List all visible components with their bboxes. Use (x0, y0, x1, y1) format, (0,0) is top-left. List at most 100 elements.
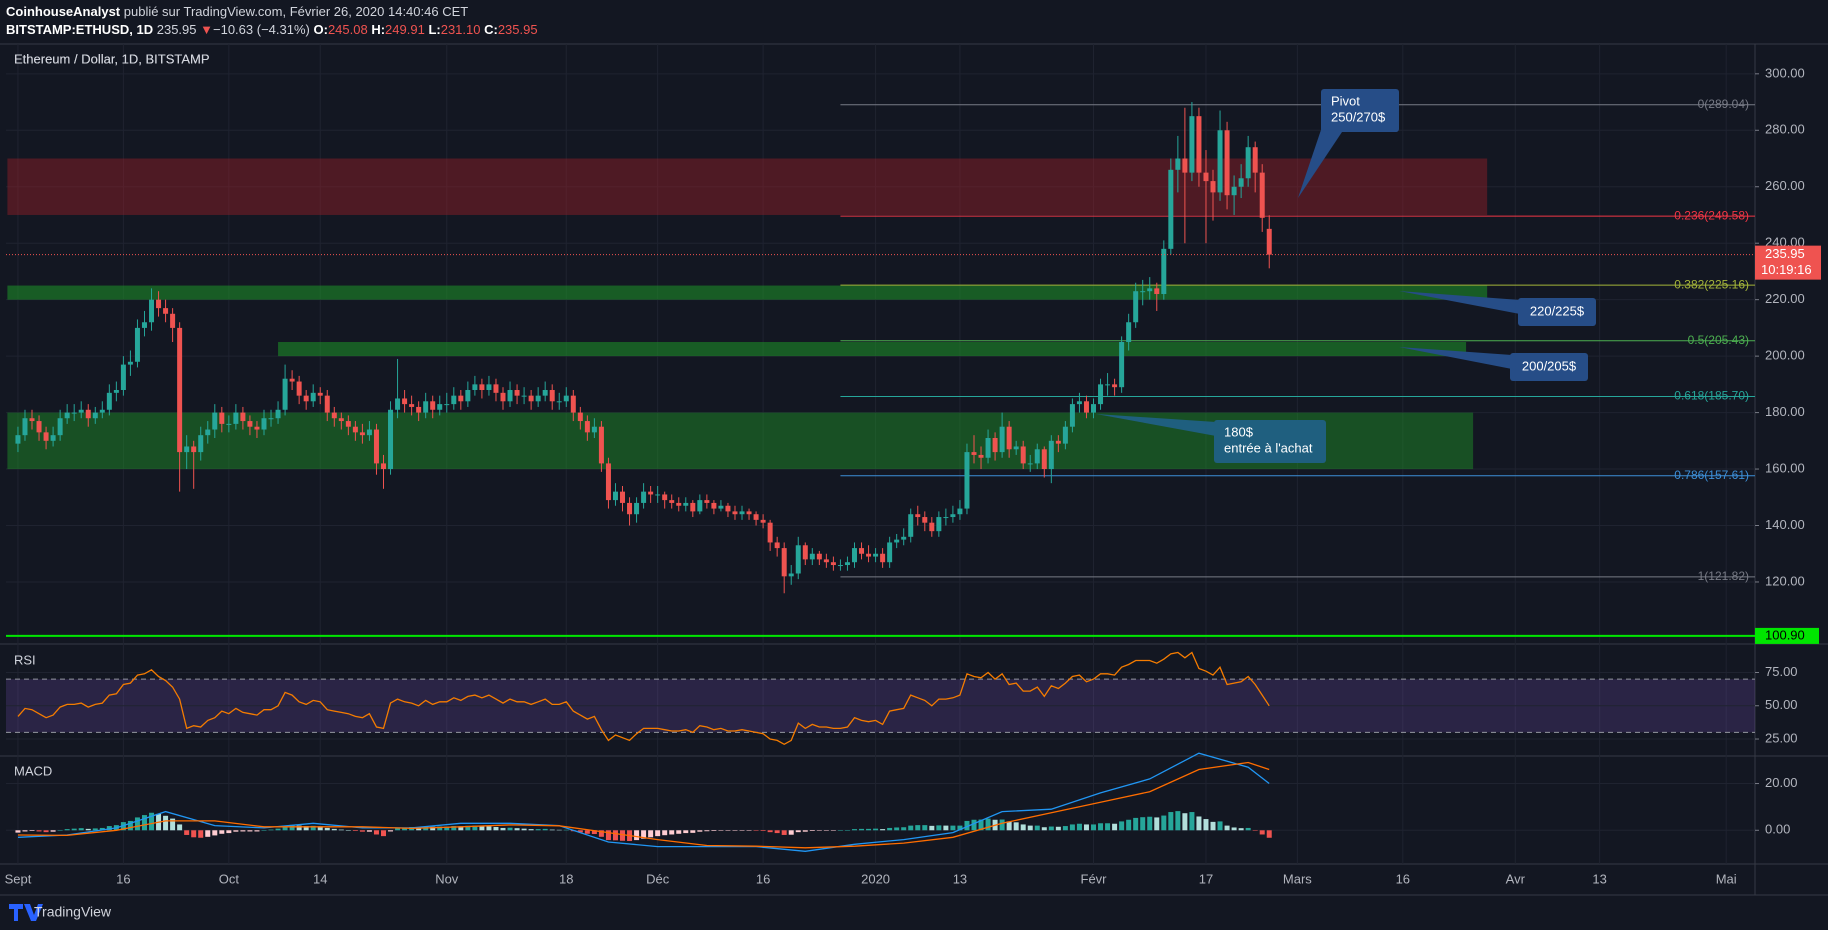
candle-body (936, 517, 942, 532)
candle-body (950, 514, 956, 518)
candle-body (837, 565, 843, 567)
histogram-bar (641, 830, 647, 839)
x-tick-label: 18 (559, 871, 573, 886)
histogram-bar (802, 830, 808, 832)
callout-text: Pivot (1331, 93, 1360, 108)
histogram-bar (240, 830, 246, 832)
candle-body (641, 491, 647, 503)
x-tick-label: 2020 (861, 871, 890, 886)
ohlc-value: 245.08 (327, 22, 368, 37)
histogram-bar (430, 826, 436, 831)
candle-body (177, 327, 183, 453)
candle-body (767, 522, 773, 543)
y-tick-label: 280.00 (1765, 122, 1805, 137)
histogram-bar (1055, 826, 1061, 831)
candle-body (1182, 158, 1188, 173)
candle-body (549, 390, 555, 402)
candle-body (261, 418, 267, 430)
histogram-bar (1041, 827, 1047, 831)
histogram-bar (324, 827, 330, 831)
histogram-bar (1013, 822, 1019, 831)
candle-body (528, 395, 534, 402)
candle-body (1112, 384, 1118, 388)
histogram-bar (22, 830, 28, 832)
candle-body (739, 511, 745, 515)
histogram-bar (908, 825, 914, 831)
histogram-bar (894, 827, 900, 831)
candle-body (859, 548, 865, 554)
histogram-bar (184, 830, 190, 835)
candle-body (141, 322, 147, 328)
histogram-bar (247, 830, 253, 832)
candle-body (1168, 169, 1174, 249)
candle-body (1252, 147, 1258, 173)
candle-body (303, 395, 309, 402)
plot-layer: Sept 16 Oct 14 Nov 18 Déc 16 2020 13 Févr 17 Mars 16 A… (5, 44, 1821, 886)
candle-body (929, 522, 935, 532)
candle-body (43, 432, 49, 441)
y-tick-label: 20.00 (1765, 775, 1798, 790)
y-tick-label: 220.00 (1765, 291, 1805, 306)
histogram-bar (1083, 824, 1089, 831)
histogram-bar (338, 829, 344, 831)
histogram-bar (823, 830, 829, 831)
candle-body (64, 412, 70, 419)
histogram-bar (141, 815, 147, 831)
candle-body (992, 437, 998, 453)
candle-body (71, 412, 77, 414)
candle-body (395, 398, 401, 410)
histogram-bar (127, 820, 133, 831)
histogram-bar (282, 825, 288, 831)
level-box (1755, 627, 1819, 644)
ohlc-key: O: (313, 22, 328, 37)
histogram-bar (1154, 817, 1160, 831)
histogram-bar (591, 830, 597, 835)
histogram-bar (1076, 823, 1082, 831)
histogram-bar (85, 828, 91, 831)
candle-body (1119, 342, 1125, 388)
y-tick-label: 260.00 (1765, 178, 1805, 193)
callout-text: 180$ (1224, 424, 1254, 439)
histogram-bar (999, 819, 1005, 831)
candle-body (486, 384, 492, 391)
candle-body (57, 418, 63, 436)
candle-body (556, 401, 562, 403)
histogram-bar (753, 830, 759, 831)
candle-body (971, 452, 977, 455)
histogram-bar (479, 826, 485, 831)
candle-body (697, 500, 703, 512)
candle-body (296, 381, 302, 396)
histogram-bar (584, 830, 590, 834)
candle-body (472, 384, 478, 391)
histogram-bar (106, 826, 112, 831)
candle-body (156, 299, 162, 309)
histogram-bar (1098, 823, 1104, 831)
candle-body (851, 548, 857, 563)
histogram-bar (380, 830, 386, 837)
histogram-bar (212, 830, 218, 836)
histogram-bar (1217, 821, 1223, 831)
candle-body (451, 395, 457, 405)
fib-label: 0.382(225.16) (1674, 277, 1749, 291)
candle-body (219, 412, 225, 424)
candle-body (1266, 228, 1272, 255)
candle-body (254, 426, 260, 430)
histogram-bar (662, 830, 668, 836)
callout-box (1321, 89, 1399, 132)
histogram-bar (605, 830, 611, 841)
candle-body (1154, 288, 1160, 295)
histogram-bar (352, 830, 358, 831)
footer-text: TradingView (34, 904, 112, 920)
histogram-bar (697, 830, 703, 832)
candle-body (1203, 172, 1209, 182)
y-tick-label: 25.00 (1765, 730, 1798, 745)
candle-body (163, 308, 169, 314)
histogram-bar (268, 829, 274, 831)
candle-body (627, 502, 633, 515)
candle-body (964, 452, 970, 509)
zone (7, 158, 1488, 215)
candle-body (1013, 446, 1019, 450)
change: −10.63 (−4.31%) (213, 22, 310, 37)
histogram-bar (1140, 817, 1146, 831)
